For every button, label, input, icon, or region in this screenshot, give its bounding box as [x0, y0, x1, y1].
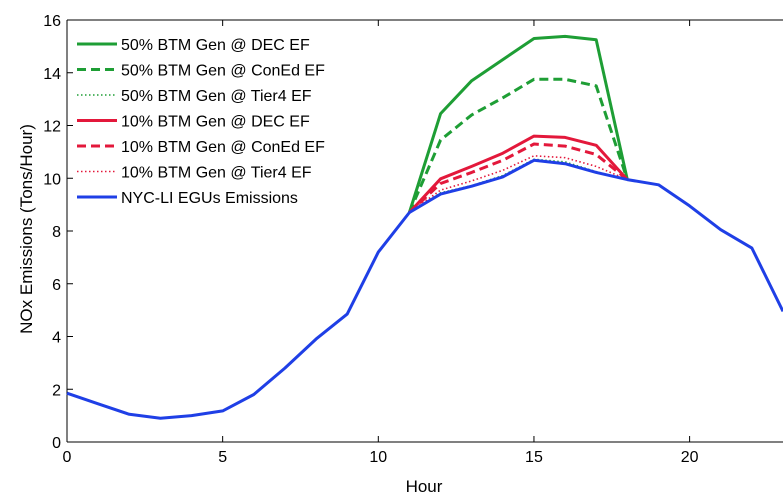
legend-entry-label: NYC-LI EGUs Emissions [121, 190, 298, 207]
axes: 0 5 10 15 20 0 2 4 6 8 10 12 14 16 [43, 13, 783, 466]
legend-entry-label: 10% BTM Gen @ DEC EF [121, 114, 310, 131]
series-line-4 [408, 134, 629, 214]
x-tick-label: 5 [218, 449, 227, 466]
legend-entry-label: 50% BTM Gen @ ConEd EF [121, 63, 325, 80]
legend-entry-label: 10% BTM Gen @ Tier4 EF [121, 165, 312, 182]
y-tick-label: 4 [52, 330, 61, 347]
y-tick-label: 10 [43, 171, 61, 188]
legend-entry-label: 10% BTM Gen @ ConEd EF [121, 139, 325, 156]
y-tick-label: 2 [52, 382, 61, 399]
y-tick-label: 0 [52, 435, 61, 452]
series-line-5 [408, 142, 629, 214]
x-tick-label: 15 [525, 449, 543, 466]
legend: 50% BTM Gen @ DEC EF 50% BTM Gen @ ConEd … [77, 37, 325, 207]
y-tick-label: 14 [43, 66, 61, 83]
series-line-2 [408, 77, 629, 214]
legend-entry-label: 50% BTM Gen @ Tier4 EF [121, 88, 312, 105]
x-tick-label: 0 [63, 449, 72, 466]
x-axis-label: Hour [406, 477, 443, 496]
y-tick-label: 16 [43, 13, 61, 30]
series-line-1 [407, 34, 629, 213]
series-lines [66, 34, 783, 420]
legend-entry-label: 50% BTM Gen @ DEC EF [121, 37, 310, 54]
y-tick-label: 12 [43, 119, 61, 136]
y-tick-label: 8 [52, 224, 61, 241]
series-line-7 [66, 158, 783, 420]
y-axis-label: NOx Emissions (Tons/Hour) [17, 124, 36, 334]
series-line-6 [408, 155, 628, 214]
x-tick-label: 10 [369, 449, 387, 466]
y-tick-label: 6 [52, 277, 61, 294]
x-tick-label: 20 [681, 449, 699, 466]
